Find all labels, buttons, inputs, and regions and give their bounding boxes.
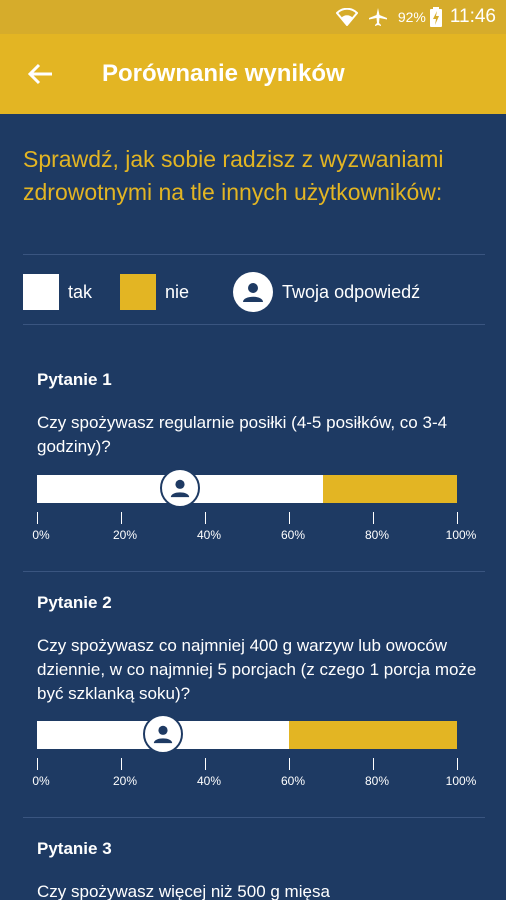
axis-tick: [373, 512, 374, 524]
axis-tick: [205, 512, 206, 524]
question-2: Pytanie 2 Czy spożywasz co najmniej 400 …: [37, 593, 477, 706]
user-avatar-icon: [233, 272, 274, 312]
status-bar: 92% 11:46: [0, 0, 506, 34]
axis-tick-label: 20%: [112, 774, 138, 788]
question-text: Czy spożywasz regularnie posiłki (4-5 po…: [37, 413, 448, 456]
axis-tick-label: 100%: [445, 528, 477, 542]
legend-label-no: nie: [165, 281, 190, 302]
your-answer-marker-icon: [159, 468, 200, 508]
battery-charging-icon: [429, 7, 442, 27]
question-text: Czy spożywasz co najmniej 400 g warzyw l…: [37, 636, 477, 703]
axis-tick: [289, 512, 290, 524]
app-bar: Porównanie wyników: [0, 34, 506, 114]
axis-tick: [37, 512, 38, 524]
divider: [23, 324, 485, 325]
legend-swatch-yes: [23, 274, 59, 310]
axis-tick: [373, 758, 374, 770]
your-answer-marker-icon: [143, 714, 183, 754]
axis-tick-label: 100%: [445, 774, 477, 788]
axis-tick-label: 20%: [112, 528, 138, 542]
back-button[interactable]: [10, 44, 70, 104]
axis-tick-label: 80%: [364, 774, 390, 788]
arrow-back-icon: [27, 63, 52, 85]
clock: 11:46: [449, 6, 496, 27]
axis-tick-label: 40%: [196, 528, 222, 542]
legend-swatch-no: [120, 274, 157, 310]
question-3: Pytanie 3 Czy spożywasz więcej niż 500 g…: [37, 839, 477, 900]
divider: [23, 571, 485, 572]
axis-tick-label: 0%: [32, 774, 50, 788]
battery-percent: 92%: [397, 9, 426, 25]
axis-tick-label: 60%: [280, 774, 306, 788]
question-title: Pytanie 1: [37, 370, 112, 389]
axis-tick-label: 0%: [32, 528, 50, 542]
axis-tick-label: 60%: [280, 528, 306, 542]
question-title: Pytanie 3: [37, 839, 112, 858]
axis-tick-label: 40%: [196, 774, 222, 788]
battery-indicator: 92%: [398, 7, 442, 27]
axis-tick: [121, 512, 122, 524]
intro-text: Sprawdź, jak sobie radzisz z wyzwaniami …: [23, 146, 444, 205]
percent-axis: 0% 20% 40% 60% 80% 100%: [32, 758, 476, 788]
divider: [23, 817, 485, 818]
comparison-content[interactable]: Sprawdź, jak sobie radzisz z wyzwaniami …: [0, 114, 506, 900]
legend: tak nie Twoja odpowiedź: [23, 272, 493, 312]
axis-tick: [121, 758, 122, 770]
divider: [23, 254, 485, 255]
axis-tick: [457, 758, 458, 770]
legend-label-you: Twoja odpowiedź: [282, 281, 421, 302]
answer-bar: [37, 468, 457, 508]
answer-bar: [37, 714, 457, 754]
axis-tick: [289, 758, 290, 770]
question-text: Czy spożywasz więcej niż 500 g mięsa: [37, 882, 330, 900]
question-1: Pytanie 1 Czy spożywasz regularnie posił…: [37, 370, 477, 459]
axis-tick: [457, 512, 458, 524]
page-title: Porównanie wyników: [102, 60, 345, 87]
axis-tick: [37, 758, 38, 770]
axis-tick: [205, 758, 206, 770]
percent-axis: 0% 20% 40% 60% 80% 100%: [32, 512, 476, 542]
airplane-icon: [368, 7, 388, 27]
legend-label-yes: tak: [68, 281, 93, 302]
axis-tick-label: 80%: [364, 528, 390, 542]
wifi-icon: [335, 8, 358, 26]
question-title: Pytanie 2: [37, 593, 112, 612]
